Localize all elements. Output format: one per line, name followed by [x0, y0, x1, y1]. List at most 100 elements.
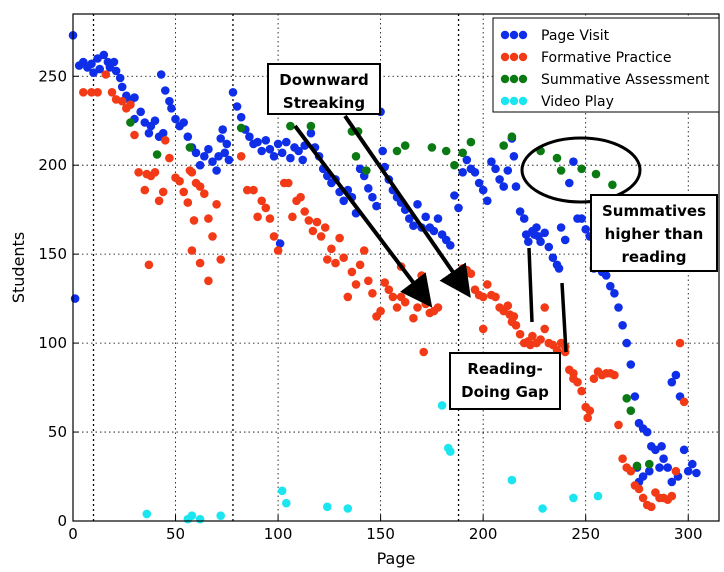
formative-practice-point: [87, 88, 96, 97]
formative-practice-point: [511, 321, 521, 330]
page-visit-point: [339, 196, 349, 206]
page-visit-point: [257, 146, 267, 156]
page-visit-point: [306, 128, 316, 138]
formative-practice-point: [183, 198, 193, 207]
y-tick-label: 50: [48, 423, 67, 441]
summative-assessment-point: [185, 143, 195, 152]
formative-practice-point: [384, 285, 394, 295]
legend-marker: [500, 52, 510, 62]
formative-practice-point: [339, 253, 349, 262]
formative-practice-point: [388, 292, 398, 302]
plot-frame: [72, 13, 720, 522]
formative-practice-point: [195, 258, 205, 268]
page-visit-point: [688, 459, 697, 469]
formative-practice-point: [257, 196, 267, 206]
page-visit-point: [95, 64, 104, 74]
page-visit-point: [298, 155, 308, 165]
video-play-point: [195, 514, 205, 524]
x-tick-label: 100: [264, 525, 293, 543]
x-tick-label: 150: [366, 525, 395, 543]
page-visit-point: [657, 442, 666, 451]
formative-practice-point: [261, 203, 271, 213]
annotation-downward-streaking: Downward Streaking: [267, 63, 381, 115]
page-visit-point: [511, 182, 521, 191]
downward-arrow-2: [343, 114, 471, 298]
summative-assessment-point: [427, 143, 437, 152]
video-play-point: [277, 486, 287, 496]
formative-practice-point: [144, 260, 154, 270]
page-visit-point: [446, 241, 455, 250]
y-axis-label: Students: [9, 232, 28, 303]
page-visit-point: [117, 82, 127, 92]
x-axis-label: Page: [377, 549, 416, 568]
formative-practice-point: [380, 278, 390, 287]
formative-practice-point: [667, 491, 677, 501]
formative-practice-point: [569, 369, 578, 378]
page-visit-point: [601, 271, 611, 280]
formative-practice-point: [491, 292, 500, 302]
summative-assessment-point: [362, 166, 371, 175]
page-visit-point: [659, 454, 668, 464]
annotation-summatives-higher-text: higher than: [605, 225, 704, 243]
page-visit-point: [509, 152, 519, 161]
page-visit-point: [474, 178, 484, 188]
page-visit-point: [618, 321, 627, 330]
page-visit-point: [191, 148, 201, 158]
legend-marker: [518, 52, 528, 62]
video-play-point: [282, 498, 291, 508]
formative-practice-point: [413, 303, 422, 312]
summative-assessment-point: [458, 148, 468, 158]
legend-marker: [518, 96, 528, 106]
summative-assessment-point: [392, 146, 402, 156]
formative-practice-point: [647, 502, 656, 512]
page-visit-point: [144, 128, 154, 138]
annotation-summatives-higher-box: [590, 194, 718, 272]
page-visit-point: [405, 214, 414, 223]
page-visit-point: [212, 166, 221, 175]
formative-practice-point: [308, 226, 318, 236]
page-visit-point: [183, 132, 193, 141]
page-visit-point: [663, 463, 672, 472]
video-play-point: [187, 511, 197, 520]
page-visit-point: [491, 164, 500, 174]
page-visit-point: [195, 160, 205, 170]
legend-marker: [518, 30, 528, 40]
page-visit-point: [409, 221, 418, 230]
page-visit-point: [232, 102, 242, 111]
summative-assessment-point: [552, 153, 562, 163]
formative-practice-point: [618, 454, 627, 464]
page-visit-point: [462, 155, 472, 165]
annotation-downward-streaking-text: Streaking: [283, 94, 365, 112]
formative-practice-point: [528, 331, 537, 341]
formative-practice-point: [204, 276, 213, 286]
downward-arrow-1: [293, 124, 433, 308]
page-visit-point: [622, 338, 631, 348]
page-visit-point: [614, 303, 623, 312]
formative-practice-point: [421, 299, 431, 309]
y-tick-label: 250: [38, 67, 67, 85]
page-visit-point: [368, 192, 377, 202]
page-visit-point: [524, 237, 533, 246]
summative-assessment-point: [400, 141, 410, 150]
y-tick-label: 200: [38, 156, 67, 174]
legend-marker: [500, 74, 510, 84]
summative-assessment-point: [450, 160, 459, 170]
page-visit-point: [150, 116, 160, 125]
formative-practice-point: [392, 303, 402, 312]
page-visit-point: [277, 148, 287, 158]
formative-practice-point: [433, 303, 443, 312]
legend-marker: [518, 74, 528, 84]
page-visit-point: [544, 242, 554, 252]
summative-assessment-point: [622, 394, 631, 403]
formative-practice-point: [154, 196, 164, 206]
formative-practice-point: [577, 386, 586, 396]
summative-assessment-point: [286, 121, 295, 131]
page-visit-point: [204, 144, 213, 154]
legend: Page Visit Formative Practice Summative As…: [492, 17, 720, 113]
page-visit-point: [642, 427, 652, 437]
page-visit-point: [158, 128, 168, 138]
page-visit-point: [99, 50, 109, 60]
page-visit-point: [487, 157, 496, 166]
page-visit-point: [261, 136, 271, 145]
page-visit-point: [236, 112, 246, 122]
